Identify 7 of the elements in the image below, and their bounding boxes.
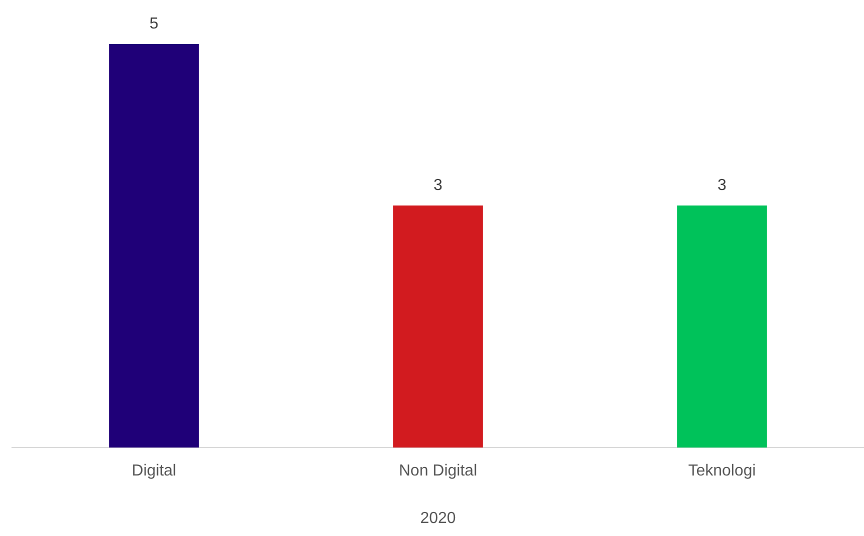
data-label: 3 [434,176,443,194]
x-tick-label: Teknologi [688,462,756,480]
x-axis-title: 2020 [420,510,456,527]
data-label: 3 [718,176,727,194]
x-tick-label: Digital [132,462,176,480]
x-tick-label: Non Digital [398,462,478,480]
data-label: 5 [150,15,159,32]
